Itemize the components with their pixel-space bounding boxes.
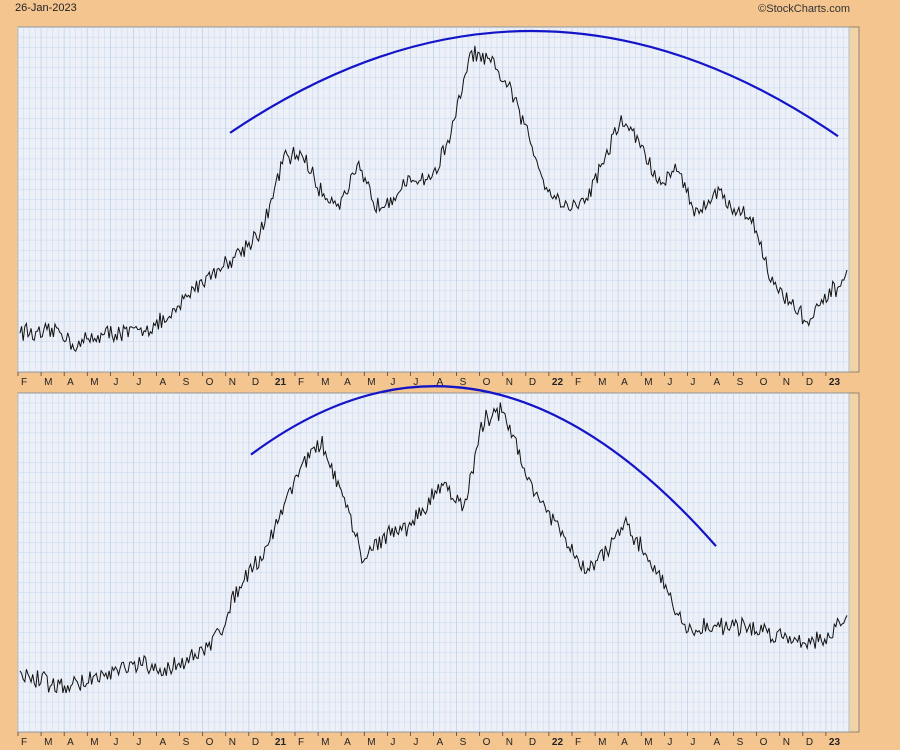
x-tick-label: F [21, 737, 27, 748]
x-tick-label: S [737, 737, 744, 748]
trend-arc-1 [229, 29, 839, 138]
x-tick-label: J [413, 737, 418, 748]
x-tick-label: J [136, 737, 141, 748]
x-tick-label: 22 [552, 737, 564, 748]
x-tick-label: F [21, 377, 27, 388]
x-tick-label: F [298, 737, 304, 748]
x-tick-label: A [344, 377, 351, 388]
x-tick-label: O [760, 377, 768, 388]
x-tick-label: M [44, 737, 52, 748]
x-tick-label: J [390, 377, 395, 388]
x-tick-label: O [206, 737, 214, 748]
x-tick-label: A [437, 737, 444, 748]
value-axis-strip-2 [848, 392, 860, 733]
x-tick-label: S [183, 377, 190, 388]
x-tick-label: M [644, 377, 652, 388]
x-tick-label: M [90, 377, 98, 388]
x-tick-label: O [483, 377, 491, 388]
x-tick-label: N [229, 737, 236, 748]
chart-date: 26-Jan-2023 [15, 2, 77, 14]
x-tick-label: N [783, 737, 790, 748]
x-tick-label: F [575, 737, 581, 748]
x-tick-label: 22 [552, 377, 564, 388]
trend-arc-2 [250, 385, 717, 547]
x-tick-label: A [621, 377, 628, 388]
x-tick-label: A [437, 377, 444, 388]
x-tick-label: D [806, 377, 813, 388]
x-tick-label: M [598, 377, 606, 388]
x-tick-label: D [529, 737, 536, 748]
x-tick-label: M [598, 737, 606, 748]
x-tick-label: M [44, 377, 52, 388]
x-tick-label: 23 [829, 377, 841, 388]
x-tick-label: J [690, 377, 695, 388]
x-tick-label: J [667, 737, 672, 748]
x-tick-label: A [160, 377, 167, 388]
x-tick-label: A [67, 737, 74, 748]
x-tick-label: A [160, 737, 167, 748]
x-tick-label: O [206, 377, 214, 388]
x-tick-label: J [667, 377, 672, 388]
x-tick-label: D [529, 377, 536, 388]
x-tick-label: N [506, 377, 513, 388]
x-tick-label: 21 [275, 737, 287, 748]
x-tick-label: J [136, 377, 141, 388]
x-tick-label: A [621, 737, 628, 748]
x-tick-label: A [344, 737, 351, 748]
x-tick-label: D [806, 737, 813, 748]
x-tick-label: M [90, 737, 98, 748]
value-axis-strip-1 [848, 26, 860, 373]
x-tick-label: A [67, 377, 74, 388]
x-tick-label: M [367, 377, 375, 388]
x-tick-label: N [229, 377, 236, 388]
x-tick-label: D [252, 377, 259, 388]
x-tick-label: M [644, 737, 652, 748]
x-tick-label: S [737, 377, 744, 388]
x-tick-label: N [506, 737, 513, 748]
x-tick-label: S [460, 377, 467, 388]
x-tick-label: N [783, 377, 790, 388]
price-series-1 [19, 45, 848, 353]
x-tick-label: J [690, 737, 695, 748]
x-tick-label: 21 [275, 377, 287, 388]
x-tick-label: D [252, 737, 259, 748]
x-tick-label: F [298, 377, 304, 388]
x-tick-label: J [113, 377, 118, 388]
x-tick-label: A [714, 377, 721, 388]
x-tick-label: F [575, 377, 581, 388]
x-tick-label: O [483, 737, 491, 748]
x-tick-label: M [367, 737, 375, 748]
price-series-2 [19, 402, 848, 694]
x-tick-label: J [113, 737, 118, 748]
x-tick-label: A [714, 737, 721, 748]
x-tick-label: M [321, 377, 329, 388]
x-tick-label: J [390, 737, 395, 748]
x-tick-label: S [183, 737, 190, 748]
x-tick-label: M [321, 737, 329, 748]
x-tick-label: 23 [829, 737, 841, 748]
x-tick-label: J [413, 377, 418, 388]
stockcharts-watermark: ©StockCharts.com [758, 3, 850, 15]
x-tick-label: S [460, 737, 467, 748]
x-tick-label: O [760, 737, 768, 748]
